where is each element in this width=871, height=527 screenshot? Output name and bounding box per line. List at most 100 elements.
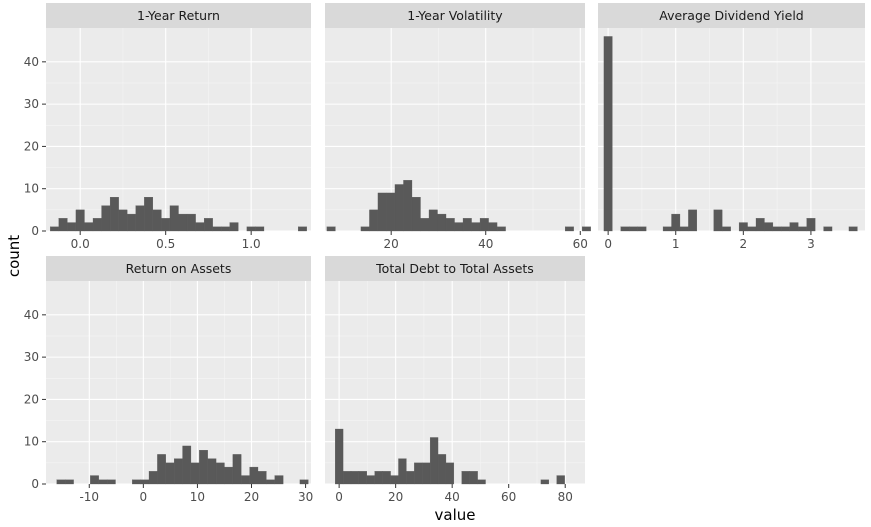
histogram-bar — [169, 205, 179, 232]
histogram-bar — [603, 36, 613, 232]
histogram-bar — [713, 209, 723, 232]
x-tick-label: 3 — [807, 237, 815, 251]
histogram-bar — [65, 479, 74, 485]
histogram-bar — [637, 226, 647, 232]
histogram-bar — [274, 475, 284, 485]
histogram-bar — [266, 479, 275, 485]
histogram-bar — [342, 471, 352, 485]
histogram-bar — [152, 209, 162, 232]
histogram-bar — [403, 180, 413, 232]
histogram-bar — [299, 479, 309, 485]
histogram-bar — [207, 458, 217, 485]
y-tick-label: 30 — [24, 97, 39, 111]
x-tick-label: 60 — [573, 237, 588, 251]
histogram-bar — [224, 466, 234, 485]
facet-strip — [325, 256, 585, 281]
facet-strip — [46, 3, 311, 28]
histogram-bar — [58, 218, 68, 232]
histogram-bar — [50, 226, 59, 232]
panel-background — [598, 28, 865, 231]
histogram-bar — [806, 218, 816, 232]
x-tick-label: -10 — [79, 490, 99, 504]
facet-panel: Average Dividend Yield 0 1 2 3 — [598, 3, 865, 251]
histogram-bar — [798, 226, 807, 232]
histogram-bar — [688, 209, 698, 232]
facet-strip — [598, 3, 865, 28]
histogram-bar — [84, 222, 94, 232]
y-tick-label: 0 — [31, 477, 39, 491]
histogram-bar — [629, 226, 638, 232]
histogram-bar — [556, 475, 565, 485]
facet-strip-title: Total Debt to Total Assets — [375, 261, 534, 276]
histogram-bar — [738, 222, 748, 232]
x-tick-label: 10 — [190, 490, 205, 504]
facet-strip-title: Average Dividend Yield — [659, 8, 804, 23]
histogram-bar — [101, 205, 111, 232]
histogram-bar — [462, 218, 472, 232]
histogram-bar — [203, 218, 213, 232]
histogram-bar — [781, 226, 790, 232]
histogram-bar — [67, 222, 77, 232]
histogram-bar — [429, 437, 439, 485]
histogram-bar — [92, 218, 102, 232]
histogram-bar — [789, 222, 799, 232]
y-tick-label: 30 — [24, 350, 39, 364]
x-tick-label: 20 — [384, 237, 399, 251]
histogram-bar — [140, 479, 150, 485]
x-tick-label: 20 — [388, 490, 403, 504]
facet-strip-title: 1-Year Volatility — [407, 8, 503, 23]
histogram-bar — [564, 226, 574, 232]
histogram-bar — [848, 226, 858, 232]
histogram-bar — [335, 428, 344, 485]
histogram-bar — [445, 462, 455, 485]
panel-background — [46, 281, 311, 484]
panel-background — [46, 28, 311, 231]
histogram-bar — [257, 471, 267, 485]
histogram-bar — [722, 226, 731, 232]
facet-strip-title: 1-Year Return — [137, 8, 220, 23]
y-tick-label: 40 — [24, 308, 39, 322]
histogram-bar — [662, 226, 672, 232]
x-tick-label: 0.0 — [71, 237, 90, 251]
histogram-bar — [109, 197, 119, 232]
histogram-bar — [823, 226, 833, 232]
histogram-bar — [422, 462, 431, 485]
histogram-bar — [386, 192, 396, 232]
histogram-bar — [620, 226, 630, 232]
histogram-bar — [461, 471, 470, 485]
histogram-bar — [246, 226, 256, 232]
y-tick-label: 10 — [24, 435, 39, 449]
histogram-bar — [445, 218, 455, 232]
histogram-bar — [477, 479, 486, 485]
x-tick-label: 40 — [445, 490, 460, 504]
histogram-bar — [118, 209, 128, 232]
histogram-bar — [178, 213, 188, 232]
facet-panel: Return on Assets -10 0 10 20 30 0 10 20 30 40 — [24, 256, 313, 504]
histogram-bar — [420, 218, 430, 232]
histogram-bar — [232, 454, 242, 485]
histogram-bar — [241, 475, 250, 485]
histogram-bar — [215, 462, 225, 485]
histogram-bar — [255, 226, 265, 232]
histogram-bar — [437, 454, 447, 485]
histogram-bar — [772, 226, 782, 232]
x-tick-label: 60 — [501, 490, 516, 504]
histogram-bar — [679, 226, 689, 232]
histogram-bar — [135, 205, 145, 232]
y-tick-label: 20 — [24, 392, 39, 406]
histogram-bar — [75, 209, 85, 232]
facet-strip-title: Return on Assets — [126, 261, 232, 276]
facet-panel: 1-Year Volatility 20 40 60 — [325, 3, 591, 251]
facet-strip — [46, 256, 311, 281]
histogram-bar — [221, 226, 230, 232]
histogram-bar — [148, 471, 158, 485]
histogram-bar — [212, 226, 222, 232]
histogram-bar — [298, 226, 307, 232]
y-tick-label: 0 — [31, 224, 39, 238]
facet-strip — [325, 3, 585, 28]
histogram-bar — [488, 222, 498, 232]
histogram-bar — [394, 184, 404, 232]
histogram-bar — [106, 479, 116, 485]
